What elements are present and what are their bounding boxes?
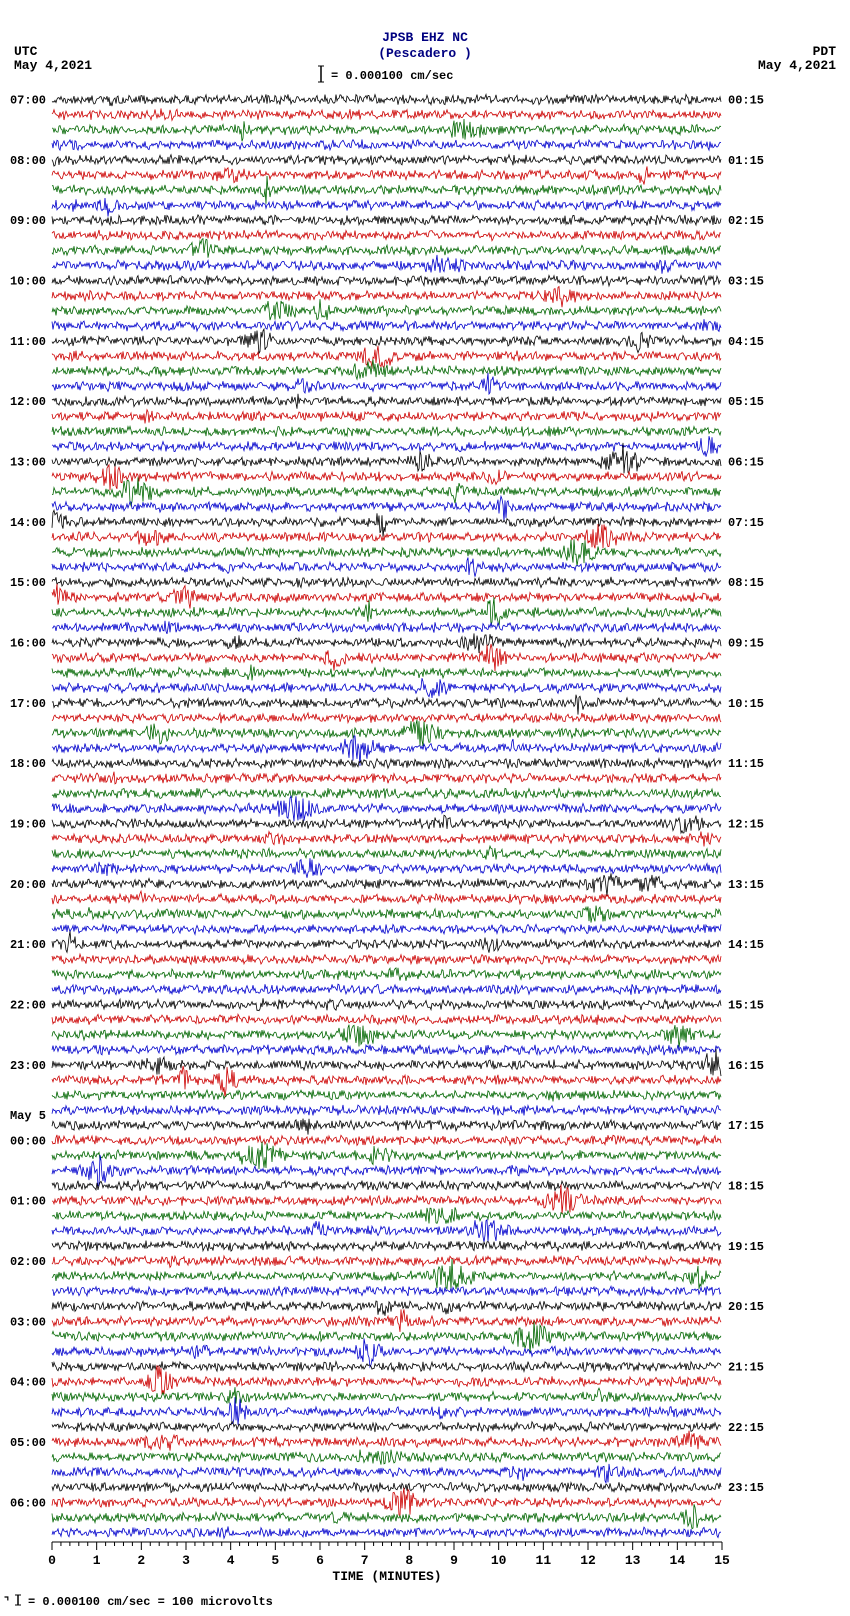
svg-text:12:15: 12:15 <box>728 818 764 832</box>
svg-text:17:15: 17:15 <box>728 1119 764 1133</box>
svg-text:07:00: 07:00 <box>10 94 46 108</box>
svg-text:03:15: 03:15 <box>728 275 764 289</box>
svg-text:4: 4 <box>227 1553 235 1568</box>
svg-text:19:15: 19:15 <box>728 1240 764 1254</box>
svg-text:13: 13 <box>625 1553 641 1568</box>
seismogram-plot: JPSB EHZ NC (Pescadero ) UTC May 4,2021 … <box>0 0 850 1613</box>
svg-text:21:15: 21:15 <box>728 1361 764 1375</box>
svg-text:13:15: 13:15 <box>728 878 764 892</box>
svg-text:6: 6 <box>316 1553 324 1568</box>
svg-text:06:15: 06:15 <box>728 456 764 470</box>
svg-text:23:00: 23:00 <box>10 1059 46 1073</box>
svg-text:⌝: ⌝ <box>4 1596 9 1609</box>
svg-text:09:15: 09:15 <box>728 637 764 651</box>
svg-text:3: 3 <box>182 1553 190 1568</box>
svg-text:10: 10 <box>491 1553 507 1568</box>
waveform-canvas: 07:00 00:15 08:00 01:15 09:00 02:15 10:00 03:15… <box>0 0 850 1613</box>
svg-text:11: 11 <box>536 1553 552 1568</box>
svg-text:08:00: 08:00 <box>10 154 46 168</box>
svg-text:17:00: 17:00 <box>10 697 46 711</box>
svg-text:00:00: 00:00 <box>10 1134 46 1148</box>
svg-text:08:15: 08:15 <box>728 576 764 590</box>
svg-text:= 0.000100 cm/sec = 100 mic: = 0.000100 cm/sec = 100 microvolts <box>28 1595 273 1609</box>
svg-text:2: 2 <box>137 1553 145 1568</box>
svg-text:21:00: 21:00 <box>10 938 46 952</box>
svg-text:02:15: 02:15 <box>728 214 764 228</box>
svg-text:15:15: 15:15 <box>728 999 764 1013</box>
svg-text:22:00: 22:00 <box>10 999 46 1013</box>
svg-text:11:00: 11:00 <box>10 335 46 349</box>
svg-text:07:15: 07:15 <box>728 516 764 530</box>
svg-text:5: 5 <box>271 1553 279 1568</box>
svg-text:20:00: 20:00 <box>10 878 46 892</box>
svg-text:9: 9 <box>450 1553 458 1568</box>
svg-text:May 5: May 5 <box>10 1109 46 1123</box>
svg-text:23:15: 23:15 <box>728 1481 764 1495</box>
svg-text:14:00: 14:00 <box>10 516 46 530</box>
svg-text:18:15: 18:15 <box>728 1180 764 1194</box>
svg-text:0: 0 <box>48 1553 56 1568</box>
svg-text:05:00: 05:00 <box>10 1436 46 1450</box>
svg-text:13:00: 13:00 <box>10 456 46 470</box>
svg-text:14:15: 14:15 <box>728 938 764 952</box>
svg-text:TIME (MINUTES): TIME (MINUTES) <box>332 1569 441 1584</box>
svg-text:8: 8 <box>405 1553 413 1568</box>
svg-text:11:15: 11:15 <box>728 757 764 771</box>
svg-text:09:00: 09:00 <box>10 214 46 228</box>
svg-text:7: 7 <box>361 1553 369 1568</box>
svg-text:05:15: 05:15 <box>728 395 764 409</box>
svg-text:00:15: 00:15 <box>728 94 764 108</box>
svg-text:01:00: 01:00 <box>10 1195 46 1209</box>
svg-text:19:00: 19:00 <box>10 818 46 832</box>
svg-text:18:00: 18:00 <box>10 757 46 771</box>
svg-text:10:00: 10:00 <box>10 275 46 289</box>
svg-text:16:15: 16:15 <box>728 1059 764 1073</box>
svg-text:12:00: 12:00 <box>10 395 46 409</box>
svg-text:04:15: 04:15 <box>728 335 764 349</box>
svg-text:04:00: 04:00 <box>10 1376 46 1390</box>
svg-text:10:15: 10:15 <box>728 697 764 711</box>
svg-text:14: 14 <box>670 1553 686 1568</box>
svg-text:01:15: 01:15 <box>728 154 764 168</box>
svg-text:1: 1 <box>93 1553 101 1568</box>
svg-text:12: 12 <box>580 1553 596 1568</box>
svg-text:20:15: 20:15 <box>728 1300 764 1314</box>
svg-text:15:00: 15:00 <box>10 576 46 590</box>
svg-text:22:15: 22:15 <box>728 1421 764 1435</box>
footer-scale: ⌝ = 0.000100 cm/sec = 100 microvolts <box>4 1591 424 1616</box>
svg-text:06:00: 06:00 <box>10 1496 46 1510</box>
svg-text:03:00: 03:00 <box>10 1315 46 1329</box>
svg-text:16:00: 16:00 <box>10 637 46 651</box>
svg-text:02:00: 02:00 <box>10 1255 46 1269</box>
svg-text:15: 15 <box>714 1553 730 1568</box>
